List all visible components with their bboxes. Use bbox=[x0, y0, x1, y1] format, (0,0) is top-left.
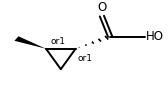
Polygon shape bbox=[14, 36, 46, 49]
Text: HO: HO bbox=[146, 30, 164, 43]
Text: O: O bbox=[97, 1, 107, 14]
Text: or1: or1 bbox=[51, 37, 66, 46]
Text: or1: or1 bbox=[77, 54, 92, 63]
